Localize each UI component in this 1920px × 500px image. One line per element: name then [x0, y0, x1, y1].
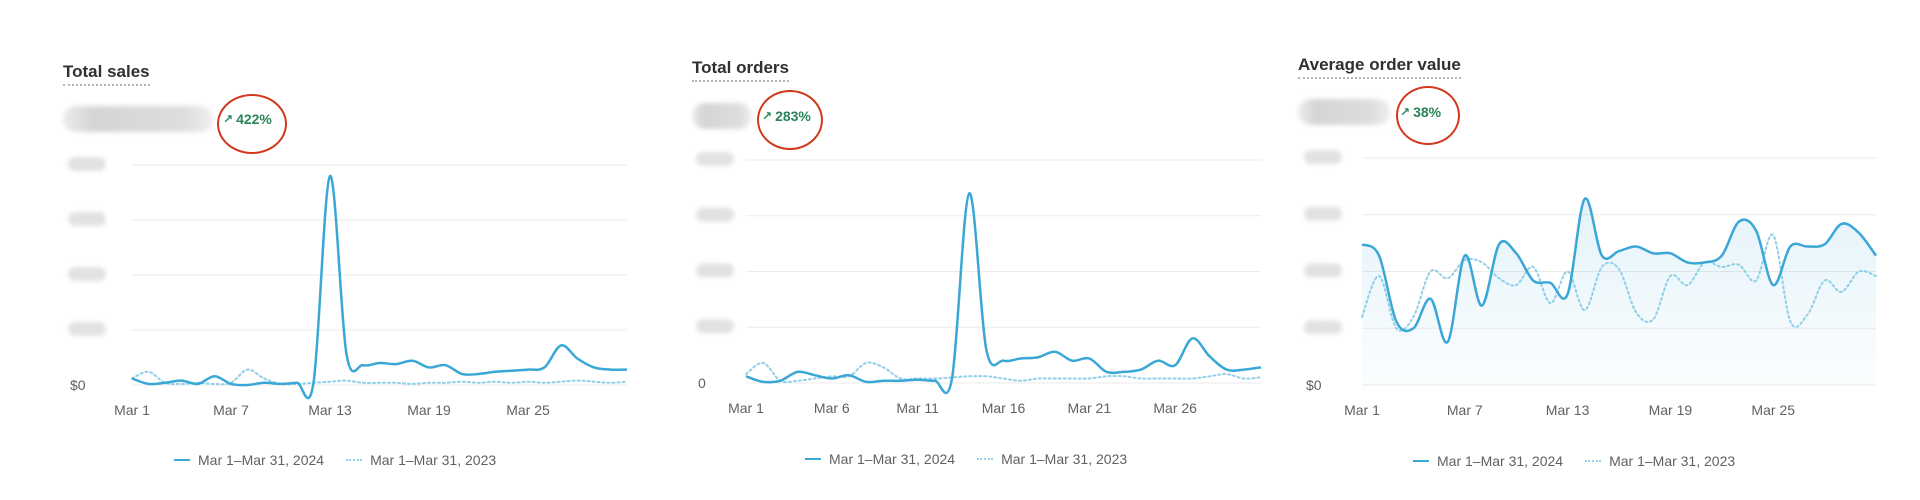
x-tick-label: Mar 16	[982, 400, 1026, 416]
redacted-metric-value	[1298, 99, 1390, 125]
legend-label: Mar 1–Mar 31, 2024	[829, 451, 956, 467]
x-tick-label: Mar 25	[1751, 402, 1795, 418]
panel-title[interactable]: Average order value	[1298, 55, 1461, 79]
total-sales-chart: $0 Mar 1 Mar 7 Mar 13 Mar 19 Mar 25	[68, 157, 628, 418]
legend-label: Mar 1–Mar 31, 2023	[1001, 451, 1128, 467]
area-fill	[1362, 198, 1876, 385]
series-line-previous	[745, 361, 1262, 384]
x-tick-label: Mar 6	[814, 400, 850, 416]
chart-legend: Mar 1–Mar 31, 2024 Mar 1–Mar 31, 2023	[174, 452, 496, 468]
dotted-line-swatch	[1585, 460, 1602, 462]
redacted-y-tick-label	[1304, 320, 1342, 335]
redacted-y-tick-label	[68, 157, 106, 171]
x-tick-label: Mar 1	[114, 402, 150, 418]
x-tick-label: Mar 19	[1649, 402, 1693, 418]
x-tick-label: Mar 7	[1447, 402, 1483, 418]
chart-legend: Mar 1–Mar 31, 2024 Mar 1–Mar 31, 2023	[1413, 453, 1735, 469]
redacted-metric-value	[692, 103, 752, 129]
x-tick-label: Mar 25	[506, 402, 550, 418]
x-tick-label: Mar 13	[1546, 402, 1590, 418]
series-line-current	[131, 174, 628, 400]
redacted-y-tick-label	[696, 319, 734, 334]
series-line-previous	[131, 368, 628, 386]
y-tick-label: $0	[70, 377, 86, 393]
x-tick-label: Mar 21	[1068, 400, 1112, 416]
series-line-previous	[1361, 233, 1877, 332]
annotation-circle	[1396, 86, 1460, 145]
legend-item-previous[interactable]: Mar 1–Mar 31, 2023	[1585, 453, 1735, 469]
y-tick-label: $0	[1306, 377, 1322, 393]
x-tick-label: Mar 13	[308, 402, 352, 418]
redacted-y-tick-label	[696, 152, 734, 166]
y-tick-label: 0	[698, 375, 706, 391]
average-order-value-chart: $0 Mar 1 Mar 7 Mar 13 Mar 19 Mar 25	[1304, 150, 1878, 418]
redacted-y-tick-label	[68, 212, 106, 226]
series-line-current	[745, 192, 1262, 395]
chart-legend: Mar 1–Mar 31, 2024 Mar 1–Mar 31, 2023	[805, 451, 1127, 467]
legend-item-current[interactable]: Mar 1–Mar 31, 2024	[1413, 453, 1563, 469]
solid-line-swatch	[174, 459, 190, 461]
legend-label: Mar 1–Mar 31, 2023	[1609, 453, 1736, 469]
redacted-metric-value	[63, 106, 213, 132]
x-tick-label: Mar 26	[1153, 400, 1197, 416]
solid-line-swatch	[805, 458, 821, 460]
x-tick-label: Mar 1	[1344, 402, 1380, 418]
panel-title[interactable]: Total orders	[692, 58, 789, 82]
annotation-circle	[217, 94, 287, 154]
legend-item-current[interactable]: Mar 1–Mar 31, 2024	[174, 452, 324, 468]
redacted-y-tick-label	[696, 207, 734, 222]
legend-item-current[interactable]: Mar 1–Mar 31, 2024	[805, 451, 955, 467]
redacted-y-tick-label	[1304, 206, 1342, 221]
x-tick-label: Mar 19	[407, 402, 451, 418]
x-tick-label: Mar 11	[896, 400, 939, 416]
panel-title[interactable]: Total sales	[63, 62, 150, 86]
series-line-current	[1361, 197, 1878, 344]
dotted-line-swatch	[977, 458, 994, 460]
annotation-circle	[757, 90, 823, 150]
redacted-y-tick-label	[68, 322, 106, 336]
redacted-y-tick-label	[68, 267, 106, 281]
redacted-y-tick-label	[696, 263, 734, 278]
total-orders-chart: 0 Mar 1 Mar 6 Mar 11 Mar 16 Mar 21 Mar 26	[696, 152, 1262, 416]
legend-item-previous[interactable]: Mar 1–Mar 31, 2023	[977, 451, 1127, 467]
x-tick-label: Mar 1	[728, 400, 764, 416]
x-tick-label: Mar 7	[213, 402, 249, 418]
redacted-y-tick-label	[1304, 263, 1342, 278]
redacted-y-tick-label	[1304, 150, 1342, 164]
legend-label: Mar 1–Mar 31, 2024	[198, 452, 325, 468]
legend-item-previous[interactable]: Mar 1–Mar 31, 2023	[346, 452, 496, 468]
legend-label: Mar 1–Mar 31, 2024	[1437, 453, 1564, 469]
solid-line-swatch	[1413, 460, 1429, 462]
legend-label: Mar 1–Mar 31, 2023	[370, 452, 497, 468]
dotted-line-swatch	[346, 459, 363, 461]
